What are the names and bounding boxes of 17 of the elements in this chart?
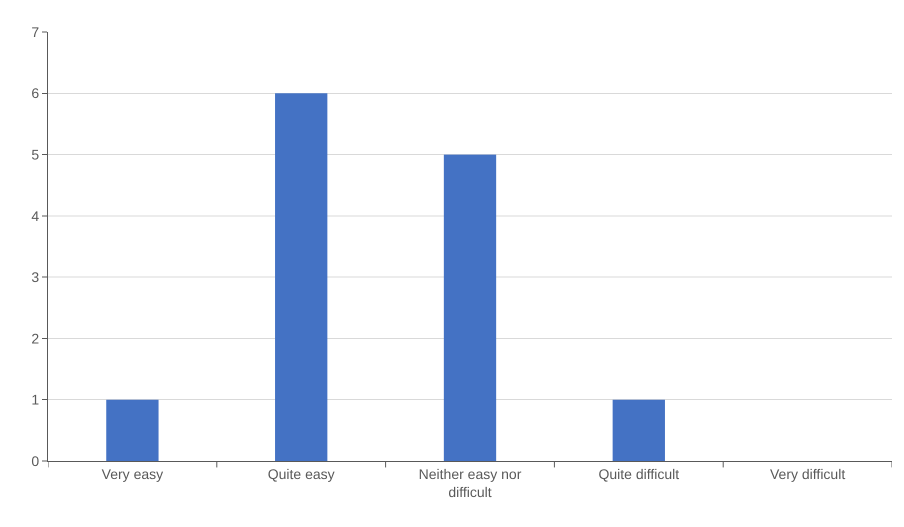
y-tick-label: 7	[31, 24, 40, 40]
y-tick-label: 3	[31, 269, 40, 286]
x-tick-label: Quite difficult	[598, 466, 680, 482]
x-tick-label: Very easy	[102, 466, 164, 482]
y-tick-label: 6	[31, 85, 40, 102]
bar	[444, 154, 496, 461]
y-tick-label: 5	[31, 146, 40, 162]
bar	[275, 93, 328, 461]
y-tick-label: 0	[31, 452, 40, 469]
x-tick-label: Neither easy nor difficult	[418, 466, 522, 500]
x-tick-label: Quite easy	[268, 466, 335, 482]
bar	[106, 400, 159, 461]
y-tick-label: 1	[31, 392, 40, 408]
y-tick-label: 4	[31, 208, 40, 224]
x-tick-label: Very difficult	[770, 466, 846, 482]
y-tick-label: 2	[31, 330, 40, 346]
bar	[612, 400, 665, 461]
